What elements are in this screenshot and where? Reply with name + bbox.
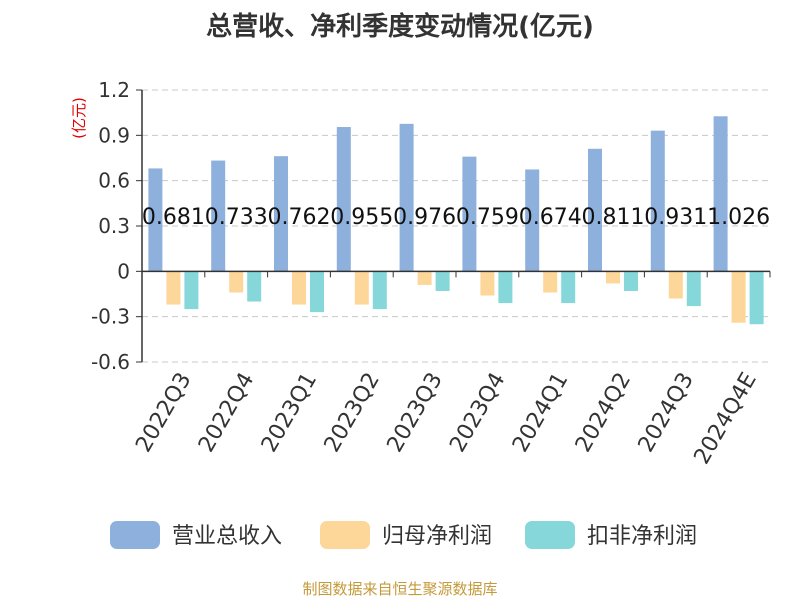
bar-revenue	[274, 156, 288, 272]
y-tick-label: 0.3	[98, 214, 130, 238]
bar-deducted-net-profit	[184, 271, 199, 310]
x-tick-label: 2024Q1	[508, 369, 573, 457]
bar-net-profit	[417, 271, 432, 285]
bar-net-profit	[229, 271, 244, 293]
x-tick-label: 2022Q4	[194, 369, 259, 457]
bar-net-profit	[480, 271, 495, 296]
bar-net-profit	[668, 271, 683, 299]
data-label: 0.681	[142, 205, 205, 230]
y-tick-label: 0	[117, 259, 130, 283]
bars	[148, 116, 764, 325]
gridlines	[142, 89, 770, 363]
bar-revenue	[148, 168, 163, 272]
bar-deducted-net-profit	[749, 271, 764, 325]
bar-deducted-net-profit	[498, 271, 513, 304]
data-label: 0.733	[205, 205, 268, 230]
bar-revenue	[588, 148, 602, 272]
x-tick-label: 2024Q4E	[690, 369, 762, 469]
data-label: 1.026	[707, 205, 770, 230]
bar-deducted-net-profit	[247, 271, 262, 302]
data-label: 0.674	[519, 205, 582, 230]
bar-deducted-net-profit	[561, 271, 576, 304]
x-tick-labels: 2022Q32022Q42023Q12023Q22023Q32023Q42024…	[131, 368, 762, 468]
legend-label: 营业总收入	[172, 524, 282, 549]
y-tick-label: 1.2	[98, 78, 130, 102]
x-tick-label: 2023Q1	[257, 369, 322, 457]
x-tick-label: 2024Q3	[634, 369, 699, 457]
data-label: 0.762	[268, 205, 331, 230]
data-label: 0.955	[330, 205, 393, 230]
bar-revenue	[211, 160, 226, 272]
y-tick-label: 0.9	[98, 123, 130, 147]
bar-revenue	[713, 116, 728, 272]
axes	[136, 89, 771, 363]
x-tick-label: 2023Q3	[382, 368, 447, 456]
bar-revenue	[399, 123, 414, 272]
data-label: 0.931	[644, 205, 707, 230]
bar-net-profit	[292, 271, 306, 305]
y-tick-labels: -0.6 -0.3 0 0.3 0.6 0.9 1.2	[91, 78, 130, 374]
x-tick-label: 2023Q2	[320, 369, 385, 457]
bar-revenue	[462, 156, 477, 272]
chart-title: 总营收、净利季度变动情况(亿元)	[206, 12, 594, 42]
y-axis-label: (亿元)	[70, 97, 88, 139]
y-tick-label: -0.3	[91, 305, 130, 329]
bar-net-profit	[166, 271, 181, 305]
x-tick-label: 2024Q2	[571, 369, 636, 457]
bar-revenue	[525, 169, 540, 272]
bar-net-profit	[731, 271, 746, 323]
legend-swatch	[525, 521, 575, 549]
bar-revenue	[336, 127, 351, 272]
bar-net-profit	[543, 271, 558, 293]
bar-revenue	[650, 130, 665, 272]
data-label: 0.759	[456, 205, 519, 230]
data-labels: 0.681 0.733 0.762 0.955 0.976 0.759 0.674 0.811…	[142, 205, 770, 230]
legend: 营业总收入 归母净利润 扣非净利润	[110, 521, 697, 549]
x-tick-label: 2022Q3	[131, 369, 196, 457]
y-tick-label: -0.6	[91, 350, 130, 374]
x-tick-label: 2023Q4	[445, 369, 510, 457]
bar-deducted-net-profit	[435, 271, 450, 291]
legend-label: 归母净利润	[382, 524, 492, 549]
bar-net-profit	[606, 271, 620, 284]
y-tick-label: 0.6	[98, 169, 130, 193]
bar-deducted-net-profit	[624, 271, 638, 291]
source-note: 制图数据来自恒生聚源数据库	[302, 580, 498, 598]
legend-swatch	[110, 521, 160, 549]
bar-deducted-net-profit	[310, 271, 324, 313]
data-label: 0.811	[582, 205, 645, 230]
legend-label: 扣非净利润	[587, 524, 697, 549]
bar-deducted-net-profit	[686, 271, 701, 307]
bar-net-profit	[354, 271, 369, 305]
bar-deducted-net-profit	[372, 271, 387, 310]
data-label: 0.976	[393, 205, 456, 230]
legend-swatch	[320, 521, 370, 549]
